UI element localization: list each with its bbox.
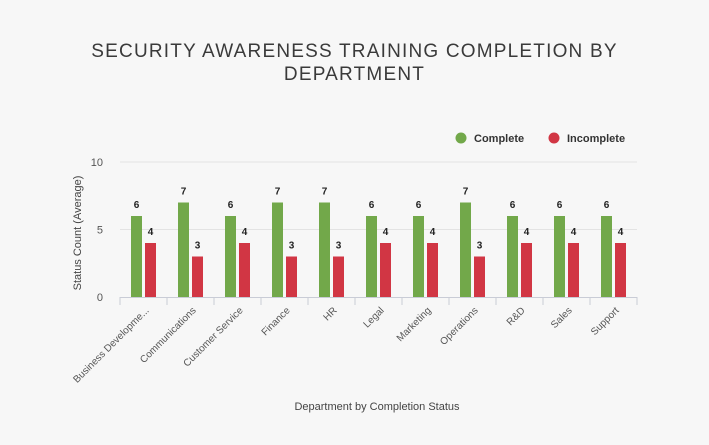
bar-incomplete[interactable] [521,243,532,297]
bar-complete[interactable] [507,216,518,297]
y-tick-label: 0 [97,292,103,304]
legend-label-incomplete[interactable]: Incomplete [567,133,625,145]
y-axis-title: Status Count (Average) [72,176,84,291]
data-label: 6 [369,200,375,211]
data-label: 4 [383,227,389,238]
data-label: 4 [571,227,577,238]
data-label: 3 [336,241,342,252]
data-label: 6 [604,200,610,211]
bar-complete[interactable] [413,216,424,297]
bar-complete[interactable] [272,202,283,298]
x-tick-label: Marketing [395,305,434,344]
data-label: 4 [242,227,248,238]
legend-swatch-incomplete[interactable] [548,132,560,144]
data-label: 3 [195,241,201,252]
y-tick-label: 10 [91,157,103,169]
bar-complete[interactable] [601,216,612,297]
bar-complete[interactable] [460,202,471,298]
data-label: 7 [463,187,469,198]
x-tick-label: Sales [549,305,574,330]
data-label: 4 [148,227,154,238]
legend-label-complete[interactable]: Complete [474,133,524,145]
data-label: 7 [181,187,187,198]
data-label: 3 [289,241,295,252]
bar-incomplete[interactable] [615,243,626,297]
data-label: 6 [557,200,563,211]
data-label: 7 [275,187,281,198]
bar-complete[interactable] [366,216,377,297]
x-tick-label: R&D [505,305,528,328]
bar-incomplete[interactable] [192,256,203,298]
x-tick-label: Finance [260,305,293,338]
chart-title: SECURITY AWARENESS TRAINING COMPLETION B… [91,41,618,85]
bar-complete[interactable] [225,216,236,297]
x-tick-label: Support [589,305,622,338]
bar-incomplete[interactable] [568,243,579,297]
data-label: 4 [430,227,436,238]
bar-complete[interactable] [554,216,565,297]
data-label: 4 [618,227,624,238]
x-tick-label: Business Developme... [72,305,152,385]
bar-complete[interactable] [178,202,189,298]
bar-incomplete[interactable] [286,256,297,298]
y-tick-label: 5 [97,225,103,237]
data-label: 3 [477,241,483,252]
x-tick-label: HR [322,305,340,323]
x-axis-title: Department by Completion Status [294,401,460,413]
data-label: 4 [524,227,530,238]
legend-swatch-complete[interactable] [455,132,467,144]
x-tick-label: Legal [362,305,387,330]
x-tick-label: Operations [438,305,480,347]
data-label: 7 [322,187,328,198]
bar-incomplete[interactable] [380,243,391,297]
data-label: 6 [134,200,140,211]
bar-incomplete[interactable] [333,256,344,298]
bar-incomplete[interactable] [239,243,250,297]
bar-complete[interactable] [319,202,330,298]
bar-incomplete[interactable] [427,243,438,297]
data-label: 6 [510,200,516,211]
data-label: 6 [416,200,422,211]
bar-incomplete[interactable] [474,256,485,298]
data-label: 6 [228,200,234,211]
bar-incomplete[interactable] [145,243,156,297]
bar-complete[interactable] [131,216,142,297]
